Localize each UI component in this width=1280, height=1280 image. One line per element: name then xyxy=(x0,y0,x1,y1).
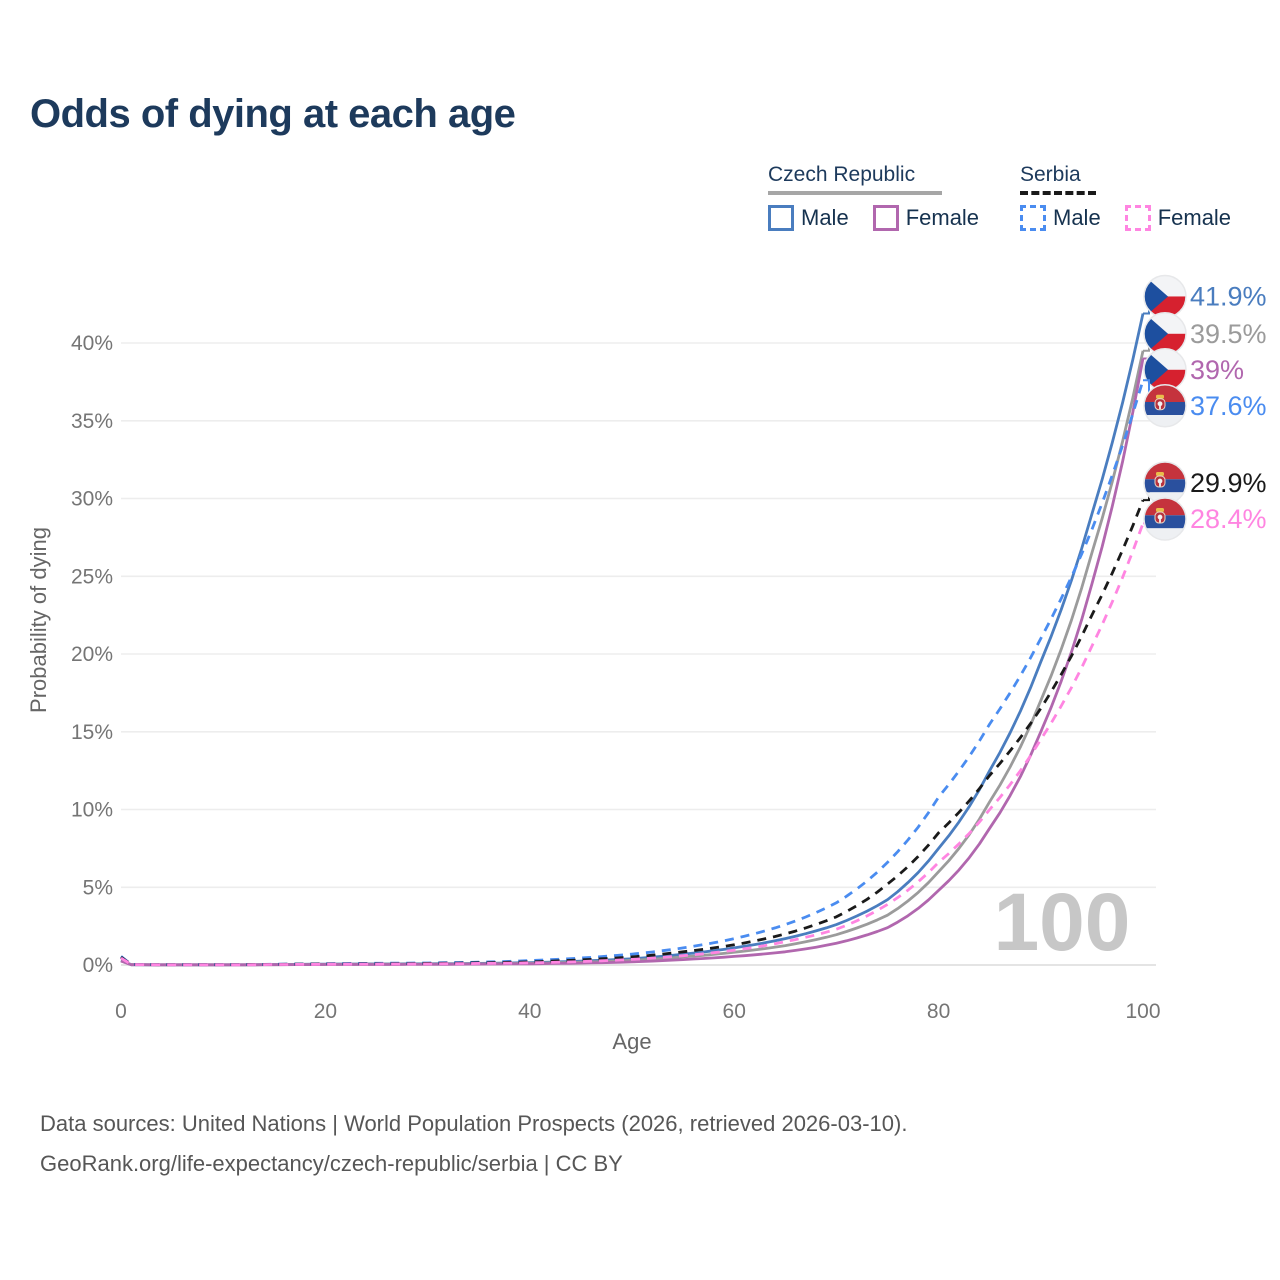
czech-flag-icon xyxy=(1144,312,1186,355)
legend-item-label: Female xyxy=(1157,205,1232,230)
end-value-label: 39.5% xyxy=(1190,319,1267,349)
series-serbia-male xyxy=(120,379,1145,967)
czech-male-swatch xyxy=(768,205,794,231)
legend-country-czech-republic: Czech Republic xyxy=(768,163,916,186)
serbia-flag-icon xyxy=(1144,498,1186,541)
legend-items-serbia: Male Female xyxy=(1020,205,1231,231)
y-tick-label: 10% xyxy=(71,799,113,822)
end-value-label: 41.9% xyxy=(1190,282,1267,312)
age-watermark: 100 xyxy=(994,877,1131,968)
legend-item-label: Female xyxy=(905,205,980,230)
page-title: Odds of dying at each age xyxy=(30,92,516,136)
x-tick-label: 60 xyxy=(723,1000,746,1023)
x-tick-label: 40 xyxy=(518,1000,541,1023)
y-tick-label: 5% xyxy=(83,876,113,899)
legend-group-czech-republic: Czech Republic Male Female xyxy=(768,163,979,231)
legend-item-czech-female[interactable]: Female xyxy=(872,205,980,231)
legend-items-czech: Male Female xyxy=(768,205,979,231)
serbia-female-swatch xyxy=(1124,205,1151,231)
legend-country-serbia: Serbia xyxy=(1020,163,1081,186)
series-czech-republic-both xyxy=(120,350,1145,967)
serbia-flag-icon xyxy=(1144,384,1186,427)
x-tick-label: 0 xyxy=(115,1000,127,1023)
y-tick-label: 25% xyxy=(71,565,113,588)
y-tick-label: 35% xyxy=(71,410,113,433)
x-tick-label: 20 xyxy=(314,1000,337,1023)
y-tick-label: 15% xyxy=(71,721,113,744)
x-tick-label: 80 xyxy=(927,1000,950,1023)
legend-item-czech-male[interactable]: Male xyxy=(768,205,849,231)
end-value-label: 39% xyxy=(1190,355,1244,385)
y-tick-label: 20% xyxy=(71,643,113,666)
series-serbia-female xyxy=(120,522,1145,967)
x-tick-label: 100 xyxy=(1125,1000,1160,1023)
attribution-text: GeoRank.org/life-expectancy/czech-republ… xyxy=(40,1151,623,1176)
data-sources-text: Data sources: United Nations | World Pop… xyxy=(40,1111,908,1136)
y-tick-label: 30% xyxy=(71,488,113,511)
y-axis-title: Probability of dying xyxy=(26,527,51,713)
end-value-label: 29.9% xyxy=(1190,468,1267,498)
legend-item-serbia-female[interactable]: Female xyxy=(1124,205,1232,231)
y-tick-label: 40% xyxy=(71,332,113,355)
legend-item-label: Male xyxy=(801,205,849,230)
chart-footer: Data sources: United Nations | World Pop… xyxy=(40,1104,907,1184)
legend-item-label: Male xyxy=(1053,205,1101,230)
y-tick-label: 0% xyxy=(83,954,113,977)
series-czech-republic-male xyxy=(120,313,1145,967)
serbia-male-swatch xyxy=(1020,205,1046,231)
czech-flag-icon xyxy=(1144,275,1186,318)
end-value-label: 37.6% xyxy=(1190,391,1267,421)
legend-item-serbia-male[interactable]: Male xyxy=(1020,205,1101,231)
czech-female-swatch xyxy=(872,205,899,231)
series-czech-republic-female xyxy=(120,358,1145,967)
end-value-label: 28.4% xyxy=(1190,504,1267,534)
serbia-line-style-swatch xyxy=(1020,191,1096,195)
legend-group-serbia: Serbia Male Female xyxy=(1020,163,1231,231)
czech-republic-line-style-swatch xyxy=(768,191,942,195)
x-axis-title: Age xyxy=(612,1029,651,1054)
series-serbia-both xyxy=(120,499,1145,967)
